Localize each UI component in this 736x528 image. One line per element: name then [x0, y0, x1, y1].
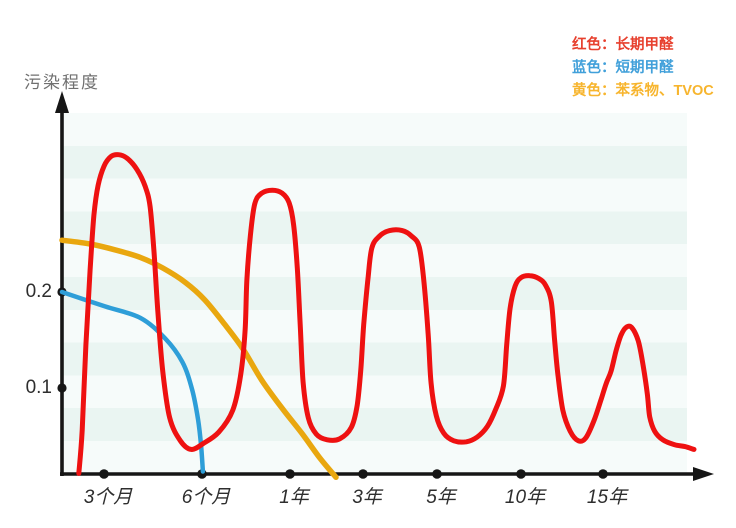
x-tick-label-4: 5年 [426, 487, 456, 508]
x-tick-dot-0 [99, 469, 109, 479]
legend-item-short-term-formaldehyde: 蓝色：短期甲醛 [572, 60, 674, 76]
x-tick-label-2: 1年 [279, 487, 309, 508]
x-tick-dot-3 [358, 469, 368, 479]
y-tick-label-0-1: 0.1 [25, 377, 52, 398]
x-axis-arrow-icon [693, 467, 714, 481]
x-tick-dot-4 [432, 469, 442, 479]
legend-item-benzene-tvoc: 黄色：苯系物、TVOC [572, 83, 714, 99]
curve-long-term-formaldehyde [76, 152, 697, 476]
x-tick-dot-5 [516, 469, 526, 479]
x-tick-label-0: 3个月 [83, 487, 133, 508]
x-tick-dot-6 [598, 469, 608, 479]
y-axis-title: 污染程度 [24, 73, 100, 92]
y-tick-dot-1 [57, 383, 67, 393]
x-tick-label-6: 15年 [586, 487, 628, 508]
x-tick-dot-2 [285, 469, 295, 479]
plot-area-background [62, 113, 687, 474]
curve-short-term-formaldehyde [59, 289, 206, 474]
x-tick-label-5: 10年 [504, 487, 546, 508]
curve-benzene-tvoc [59, 237, 339, 481]
y-axis-arrow-icon [55, 91, 69, 113]
x-tick-label-1: 6个月 [181, 487, 231, 508]
x-tick-label-3: 3年 [352, 487, 382, 508]
legend-item-long-term-formaldehyde: 红色：长期甲醛 [572, 37, 674, 53]
legend: 红色：长期甲醛 蓝色：短期甲醛 黄色：苯系物、TVOC [572, 34, 714, 103]
y-tick-label-0-2: 0.2 [25, 281, 52, 302]
